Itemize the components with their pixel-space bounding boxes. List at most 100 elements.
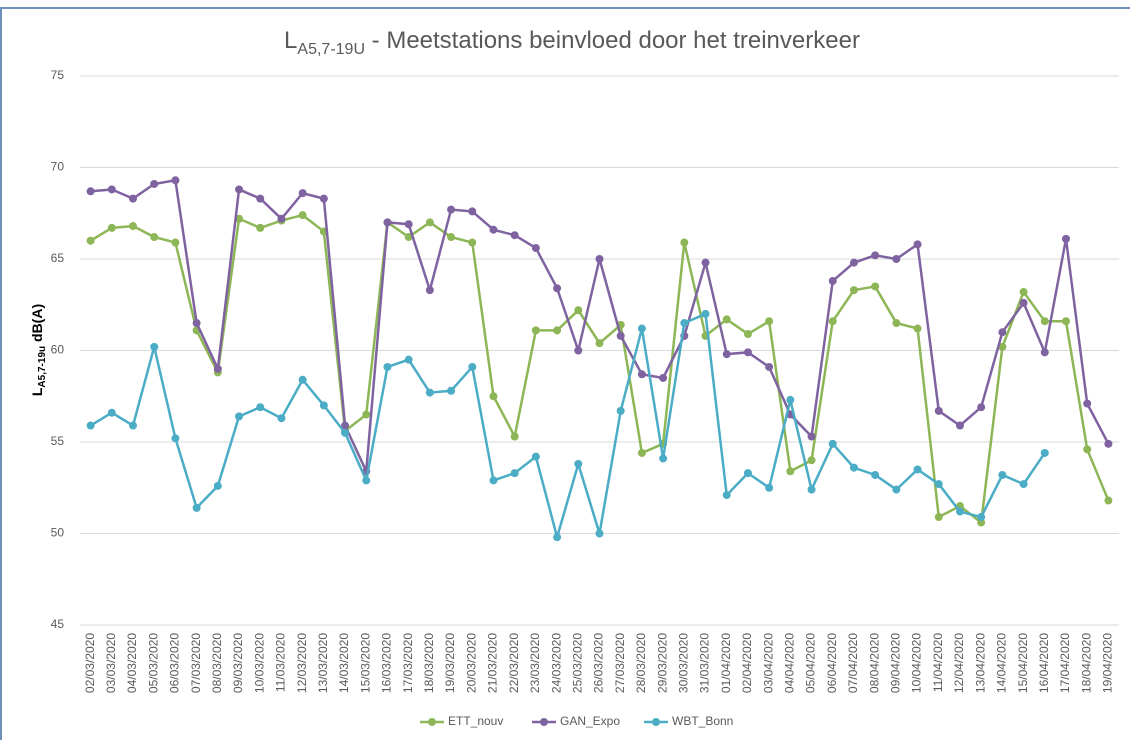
x-tick-label: 31/03/2020 [698,633,712,693]
x-tick-label: 06/03/2020 [168,633,182,693]
data-point [913,465,922,474]
data-point [150,233,159,242]
data-point [743,348,752,357]
data-point [425,388,434,397]
data-point [468,362,477,371]
data-point [934,513,943,522]
data-point [1061,317,1070,326]
legend-label: GAN_Expo [560,714,620,728]
data-point [468,238,477,247]
data-point [828,276,837,285]
data-point [595,255,604,263]
x-tick-label: 03/04/2020 [761,633,775,693]
x-tick-label: 08/03/2020 [210,633,224,693]
data-point [1040,348,1049,357]
data-point [616,331,625,340]
data-point [871,470,880,479]
data-point [298,189,307,198]
x-tick-label: 15/03/2020 [358,633,372,693]
data-point [553,533,562,542]
data-point [1104,439,1113,448]
data-point [659,454,668,463]
data-point [701,309,710,318]
x-tick-label: 19/04/2020 [1101,633,1115,693]
data-point [425,218,434,227]
x-tick-label: 29/03/2020 [655,633,669,693]
y-tick-label: 65 [51,251,65,265]
data-point [786,395,795,404]
x-tick-label: 19/03/2020 [443,633,457,693]
data-point [425,286,434,295]
data-point [213,481,222,490]
y-tick-label: 75 [51,68,65,82]
x-tick-label: 12/04/2020 [952,633,966,693]
data-point [531,244,540,253]
x-tick-label: 16/04/2020 [1037,633,1051,693]
x-tick-label: 11/04/2020 [931,633,945,692]
x-tick-label: 26/03/2020 [592,633,606,693]
data-point [765,362,774,371]
x-tick-label: 16/03/2020 [380,633,394,693]
data-point [1040,448,1049,457]
x-tick-label: 10/03/2020 [252,633,266,693]
data-point [574,346,583,355]
data-point [701,258,710,267]
data-point [807,485,816,494]
title-main: L [284,27,297,54]
data-point [849,286,858,295]
data-point [192,503,201,512]
data-point [129,421,138,430]
data-point [489,476,498,485]
data-point [362,410,371,419]
data-point [447,205,456,214]
data-point [913,324,922,333]
x-tick-label: 18/04/2020 [1079,633,1093,693]
data-point [277,214,286,223]
legend-swatch-dot [540,718,548,726]
data-point [977,513,986,522]
data-point [171,238,180,247]
x-tick-label: 07/03/2020 [189,633,203,693]
data-point [871,282,880,291]
data-point [828,317,837,326]
data-point [637,370,646,379]
data-point [319,401,328,410]
x-tick-label: 04/03/2020 [125,633,139,693]
data-point [319,194,328,203]
x-tick-label: 05/04/2020 [804,633,818,693]
data-point [256,403,265,412]
x-tick-label: 05/03/2020 [146,633,160,693]
y-label-rest: dB(A) [29,304,45,346]
x-tick-label: 10/04/2020 [910,633,924,693]
data-point [1019,287,1028,296]
data-point [934,406,943,415]
y-tick-label: 55 [51,434,65,448]
data-point [637,448,646,457]
data-point [680,319,689,328]
data-point [510,469,519,478]
data-point [637,324,646,333]
data-point [595,339,604,348]
x-tick-label: 07/04/2020 [846,633,860,693]
data-point [892,319,901,328]
y-tick-label: 50 [51,526,65,540]
data-point [722,350,731,359]
data-point [1061,234,1070,243]
data-point [171,176,180,185]
x-tick-label: 22/03/2020 [507,633,521,693]
x-tick-label: 01/04/2020 [719,633,733,693]
data-point [574,306,583,315]
data-point [998,342,1007,351]
legend-swatch-dot [428,718,436,726]
data-point [404,355,413,364]
data-point [298,211,307,220]
y-tick-label: 60 [51,343,65,357]
x-tick-label: 24/03/2020 [549,633,563,693]
x-tick-label: 20/03/2020 [464,633,478,693]
data-point [129,222,138,231]
data-point [849,258,858,267]
data-point [531,326,540,335]
data-point [235,412,244,421]
y-label-main: L [29,387,45,396]
data-point [171,434,180,443]
